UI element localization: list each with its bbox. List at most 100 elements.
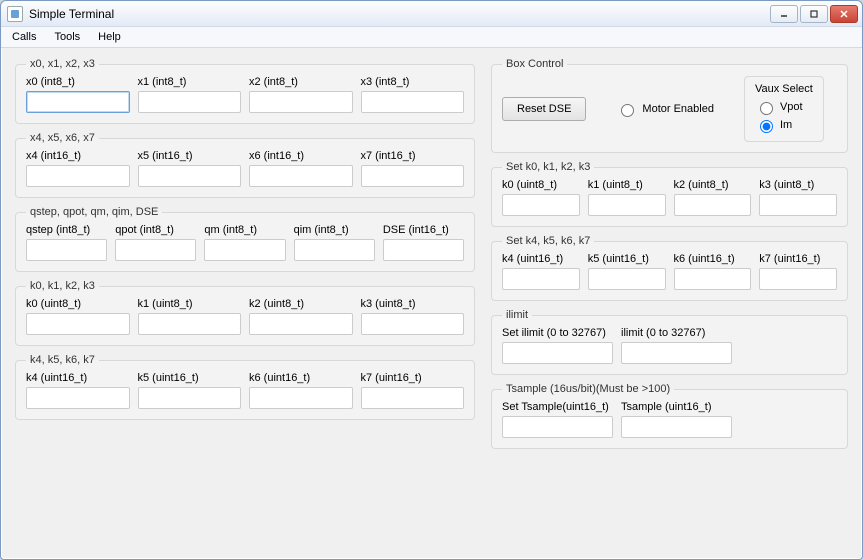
input-qm[interactable] (204, 239, 285, 261)
input-set-k5[interactable] (588, 268, 666, 290)
group-ilimit-legend: ilimit (502, 309, 532, 321)
vaux-select-group: Vaux Select Vpot Im (744, 76, 824, 142)
menubar: Calls Tools Help (1, 27, 862, 48)
vaux-vpot-option[interactable]: Vpot (755, 99, 813, 115)
app-icon (7, 6, 23, 22)
app-window: Simple Terminal Calls Tools Help x0, x1,… (0, 0, 863, 560)
window-title: Simple Terminal (29, 7, 764, 21)
label-k6: k6 (uint16_t) (249, 372, 353, 384)
label-set-k5: k5 (uint16_t) (588, 253, 666, 265)
motor-enabled-label: Motor Enabled (642, 103, 714, 115)
label-k3: k3 (uint8_t) (361, 298, 465, 310)
input-k0[interactable] (26, 313, 130, 335)
group-tsample: Tsample (16us/bit)(Must be >100) Set Tsa… (491, 383, 848, 449)
label-k5: k5 (uint16_t) (138, 372, 242, 384)
input-x2[interactable] (249, 91, 353, 113)
label-ilimit: ilimit (0 to 32767) (621, 327, 732, 339)
group-set-k0-k3: Set k0, k1, k2, k3 k0 (uint8_t) k1 (uint… (491, 161, 848, 227)
group-k4-k7-legend: k4, k5, k6, k7 (26, 354, 99, 366)
label-qm: qm (int8_t) (204, 224, 285, 236)
label-dse: DSE (int16_t) (383, 224, 464, 236)
input-set-k7[interactable] (759, 268, 837, 290)
input-x6[interactable] (249, 165, 353, 187)
input-set-ilimit[interactable] (502, 342, 613, 364)
input-k4[interactable] (26, 387, 130, 409)
maximize-icon (809, 9, 819, 19)
close-button[interactable] (830, 5, 858, 23)
label-k0: k0 (uint8_t) (26, 298, 130, 310)
maximize-button[interactable] (800, 5, 828, 23)
label-set-k7: k7 (uint16_t) (759, 253, 837, 265)
label-x2: x2 (int8_t) (249, 76, 353, 88)
input-k2[interactable] (249, 313, 353, 335)
vaux-vpot-label: Vpot (780, 101, 803, 113)
group-k0-k3-legend: k0, k1, k2, k3 (26, 280, 99, 292)
menu-help[interactable]: Help (89, 27, 130, 47)
titlebar[interactable]: Simple Terminal (1, 1, 862, 27)
input-k6[interactable] (249, 387, 353, 409)
input-set-k2[interactable] (674, 194, 752, 216)
label-qim: qim (int8_t) (294, 224, 375, 236)
group-x0-x3: x0, x1, x2, x3 x0 (int8_t) x1 (int8_t) x… (15, 58, 475, 124)
menu-tools[interactable]: Tools (45, 27, 89, 47)
input-ilimit[interactable] (621, 342, 732, 364)
input-x0[interactable] (26, 91, 130, 113)
group-x0-x3-legend: x0, x1, x2, x3 (26, 58, 99, 70)
reset-dse-button[interactable]: Reset DSE (502, 97, 586, 121)
input-x3[interactable] (361, 91, 465, 113)
input-set-k1[interactable] (588, 194, 666, 216)
group-ilimit: ilimit Set ilimit (0 to 32767) ilimit (0… (491, 309, 848, 375)
input-qstep[interactable] (26, 239, 107, 261)
input-x5[interactable] (138, 165, 242, 187)
input-qpot[interactable] (115, 239, 196, 261)
input-tsample[interactable] (621, 416, 732, 438)
label-qstep: qstep (int8_t) (26, 224, 107, 236)
vaux-im-radio[interactable] (760, 120, 773, 133)
group-qstep-dse: qstep, qpot, qm, qim, DSE qstep (int8_t)… (15, 206, 475, 272)
minimize-icon (779, 9, 789, 19)
motor-enabled-option[interactable]: Motor Enabled (616, 101, 714, 117)
right-column: Box Control Reset DSE Motor Enabled Vaux… (491, 58, 848, 545)
label-x5: x5 (int16_t) (138, 150, 242, 162)
input-qim[interactable] (294, 239, 375, 261)
group-x4-x7-legend: x4, x5, x6, x7 (26, 132, 99, 144)
label-x4: x4 (int16_t) (26, 150, 130, 162)
label-k7: k7 (uint16_t) (361, 372, 465, 384)
left-column: x0, x1, x2, x3 x0 (int8_t) x1 (int8_t) x… (15, 58, 475, 545)
label-k2: k2 (uint8_t) (249, 298, 353, 310)
input-dse[interactable] (383, 239, 464, 261)
input-set-k4[interactable] (502, 268, 580, 290)
input-x7[interactable] (361, 165, 465, 187)
minimize-button[interactable] (770, 5, 798, 23)
input-x1[interactable] (138, 91, 242, 113)
close-icon (839, 9, 849, 19)
label-x7: x7 (int16_t) (361, 150, 465, 162)
input-k5[interactable] (138, 387, 242, 409)
input-set-k6[interactable] (674, 268, 752, 290)
input-k3[interactable] (361, 313, 465, 335)
vaux-vpot-radio[interactable] (760, 102, 773, 115)
label-set-k1: k1 (uint8_t) (588, 179, 666, 191)
vaux-im-option[interactable]: Im (755, 117, 813, 133)
label-set-k0: k0 (uint8_t) (502, 179, 580, 191)
label-x0: x0 (int8_t) (26, 76, 130, 88)
input-k1[interactable] (138, 313, 242, 335)
label-set-k4: k4 (uint16_t) (502, 253, 580, 265)
input-set-k3[interactable] (759, 194, 837, 216)
menu-calls[interactable]: Calls (3, 27, 45, 47)
group-k0-k3: k0, k1, k2, k3 k0 (uint8_t) k1 (uint8_t)… (15, 280, 475, 346)
label-set-k2: k2 (uint8_t) (674, 179, 752, 191)
group-x4-x7: x4, x5, x6, x7 x4 (int16_t) x5 (int16_t)… (15, 132, 475, 198)
group-set-k4-k7-legend: Set k4, k5, k6, k7 (502, 235, 594, 247)
label-set-tsample: Set Tsample(uint16_t) (502, 401, 613, 413)
input-x4[interactable] (26, 165, 130, 187)
label-set-k3: k3 (uint8_t) (759, 179, 837, 191)
group-k4-k7: k4, k5, k6, k7 k4 (uint16_t) k5 (uint16_… (15, 354, 475, 420)
group-box-control: Box Control Reset DSE Motor Enabled Vaux… (491, 58, 848, 153)
input-set-tsample[interactable] (502, 416, 613, 438)
input-set-k0[interactable] (502, 194, 580, 216)
label-x6: x6 (int16_t) (249, 150, 353, 162)
motor-enabled-radio[interactable] (621, 104, 634, 117)
label-tsample: Tsample (uint16_t) (621, 401, 732, 413)
input-k7[interactable] (361, 387, 465, 409)
